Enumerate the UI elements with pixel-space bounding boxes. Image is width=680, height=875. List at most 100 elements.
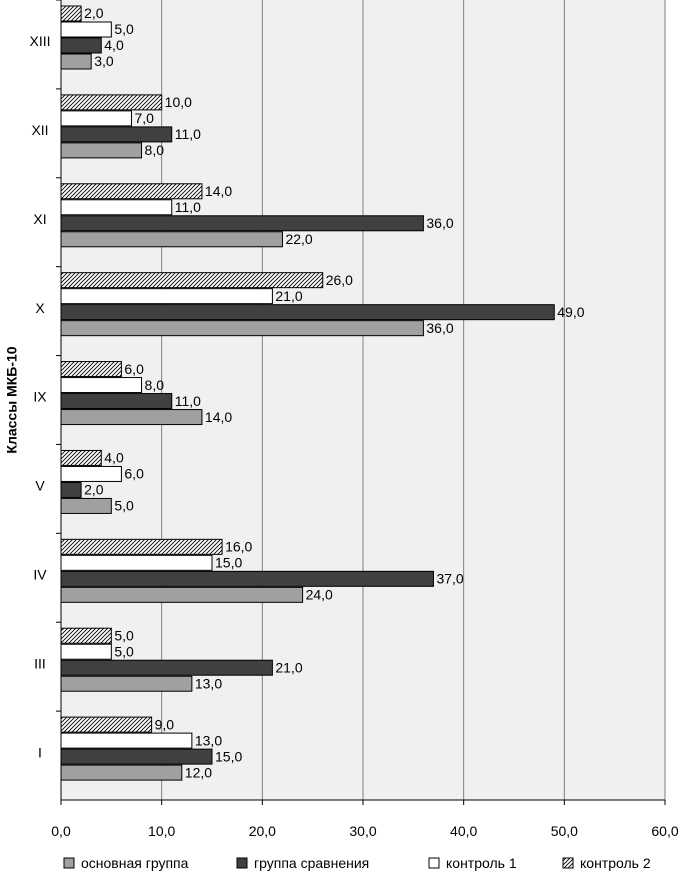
- legend-label: группа сравнения: [254, 855, 369, 871]
- data-label: 12,0: [185, 764, 212, 780]
- data-label: 15,0: [215, 555, 242, 571]
- bar: [60, 199, 173, 216]
- data-label: 5,0: [114, 627, 134, 643]
- bar: [60, 497, 112, 514]
- x-tick-label: 20,0: [249, 823, 276, 839]
- data-label: 36,0: [426, 320, 453, 336]
- data-label: 22,0: [285, 231, 312, 247]
- data-label: 16,0: [225, 539, 252, 555]
- bar: [60, 37, 102, 54]
- bar: [60, 732, 193, 749]
- category-label: III: [34, 655, 46, 671]
- bar: [60, 716, 153, 733]
- data-label: 11,0: [175, 126, 201, 142]
- bar: [60, 126, 173, 143]
- data-label: 21,0: [275, 659, 302, 675]
- legend-label: контроль 2: [580, 855, 651, 871]
- bar: [60, 320, 424, 337]
- bar: [60, 748, 213, 765]
- category-label: X: [35, 300, 45, 316]
- legend-label: основная группа: [81, 855, 189, 871]
- legend-label: контроль 1: [446, 855, 517, 871]
- data-label: 21,0: [275, 288, 302, 304]
- bar: [60, 643, 112, 660]
- y-axis-title: Классы МКБ-10: [4, 346, 20, 453]
- bar: [60, 449, 102, 466]
- x-tick-label: 40,0: [450, 823, 477, 839]
- x-tick-label: 60,0: [651, 823, 678, 839]
- legend-swatch: [562, 857, 574, 869]
- bar: [60, 659, 273, 676]
- legend: основная группа группа сравнения контроль …: [63, 855, 651, 871]
- bar: [60, 304, 555, 321]
- data-labels: 2,05,04,03,010,07,011,08,014,011,036,022…: [84, 5, 585, 780]
- data-label: 8,0: [145, 142, 165, 158]
- data-label: 8,0: [145, 377, 165, 393]
- category-label: XII: [31, 122, 48, 138]
- legend-swatch: [63, 857, 75, 869]
- bar: [60, 764, 183, 781]
- data-label: 15,0: [215, 748, 242, 764]
- bar: [60, 231, 283, 248]
- data-label: 26,0: [326, 272, 353, 288]
- data-label: 36,0: [426, 215, 453, 231]
- bar: [60, 183, 203, 200]
- bar: [60, 377, 143, 394]
- x-tick-label: 0,0: [51, 823, 71, 839]
- bar: [60, 409, 203, 426]
- category-label: IV: [33, 566, 47, 582]
- data-label: 24,0: [306, 587, 333, 603]
- data-label: 2,0: [84, 5, 104, 21]
- bar: [60, 675, 193, 692]
- legend-swatch: [236, 857, 248, 869]
- bar: [60, 538, 223, 555]
- x-tick-label: 10,0: [148, 823, 175, 839]
- data-label: 13,0: [195, 675, 222, 691]
- bar: [60, 21, 112, 38]
- bar: [60, 215, 424, 232]
- bar: [60, 481, 82, 498]
- bar: [60, 554, 213, 571]
- bar: [60, 288, 273, 305]
- category-label: I: [38, 744, 42, 760]
- data-label: 49,0: [557, 304, 584, 320]
- bar: [60, 361, 122, 378]
- x-tick-label: 30,0: [349, 823, 376, 839]
- category-label: XIII: [29, 33, 50, 49]
- bar: [60, 142, 143, 159]
- data-label: 9,0: [155, 716, 175, 732]
- category-label: XI: [33, 211, 46, 227]
- data-label: 5,0: [114, 643, 134, 659]
- bar: [60, 465, 122, 482]
- bar: [60, 94, 163, 111]
- bar: [60, 570, 434, 587]
- data-label: 2,0: [84, 482, 104, 498]
- data-label: 14,0: [205, 409, 232, 425]
- data-label: 5,0: [114, 498, 134, 514]
- data-label: 5,0: [114, 21, 134, 37]
- bar: [60, 5, 82, 22]
- bar: [60, 272, 324, 289]
- bar: [60, 627, 112, 644]
- legend-swatch: [428, 857, 440, 869]
- category-label: IX: [33, 389, 47, 405]
- axes: 0,0 10,0 20,0 30,0 40,0 50,0 60,0 XIII XII XI X IX V…: [29, 0, 679, 839]
- bar: [60, 586, 304, 603]
- x-tick-label: 50,0: [551, 823, 578, 839]
- data-label: 6,0: [124, 361, 144, 377]
- data-label: 11,0: [175, 199, 201, 215]
- data-label: 6,0: [124, 466, 144, 482]
- data-label: 4,0: [104, 37, 124, 53]
- data-label: 13,0: [195, 732, 222, 748]
- category-label: V: [35, 478, 45, 494]
- data-label: 10,0: [165, 94, 192, 110]
- bar: [60, 393, 173, 410]
- bar: [60, 53, 92, 70]
- data-label: 14,0: [205, 183, 232, 199]
- data-label: 4,0: [104, 450, 124, 466]
- bar: [60, 110, 132, 127]
- data-label: 3,0: [94, 53, 114, 69]
- data-label: 7,0: [134, 110, 154, 126]
- data-label: 11,0: [175, 393, 201, 409]
